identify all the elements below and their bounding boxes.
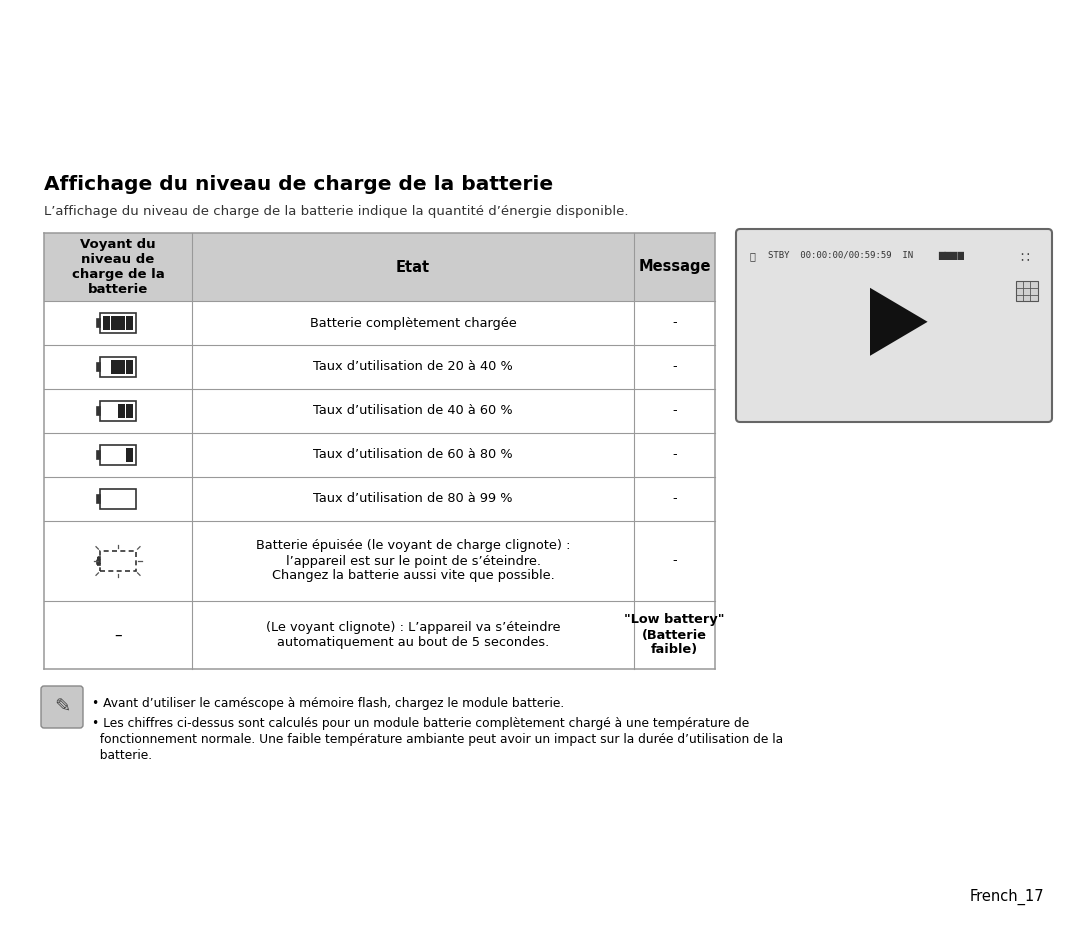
Bar	[100, 489, 136, 508]
Bar	[110, 315, 118, 330]
Text: STBY  00:00:00/00:59:59  IN: STBY 00:00:00/00:59:59 IN	[768, 251, 913, 260]
Bar	[103, 315, 110, 330]
Text: –: –	[114, 628, 122, 643]
Bar	[126, 315, 133, 330]
Text: Affichage du niveau de charge de la batterie: Affichage du niveau de charge de la batt…	[44, 175, 553, 194]
FancyBboxPatch shape	[735, 229, 1052, 422]
Bar	[119, 315, 125, 330]
Text: Batterie complètement chargée: Batterie complètement chargée	[310, 316, 516, 329]
Bar	[97, 494, 100, 503]
Bar	[97, 363, 100, 371]
Bar	[97, 407, 100, 415]
Text: • Avant d’utiliser le caméscope à mémoire flash, chargez le module batterie.: • Avant d’utiliser le caméscope à mémoir…	[92, 697, 564, 710]
Text: ✎: ✎	[54, 698, 70, 717]
Bar	[100, 401, 136, 421]
Text: -: -	[672, 360, 677, 373]
Text: Taux d’utilisation de 20 à 40 %: Taux d’utilisation de 20 à 40 %	[313, 360, 513, 373]
Bar	[100, 445, 136, 465]
Bar	[100, 357, 136, 377]
Bar	[100, 313, 136, 333]
Text: L’affichage du niveau de charge de la batterie indique la quantité d’énergie dis: L’affichage du niveau de charge de la ba…	[44, 205, 629, 218]
Text: ████: ████	[939, 251, 964, 260]
FancyBboxPatch shape	[41, 686, 83, 728]
Bar	[126, 448, 133, 463]
Bar	[97, 451, 100, 459]
Text: Message: Message	[638, 259, 711, 274]
Text: -: -	[672, 449, 677, 462]
Text: -: -	[672, 405, 677, 417]
Text: French_17: French_17	[970, 889, 1044, 905]
Text: Batterie épuisée (le voyant de charge clignote) :
l’appareil est sur le point de: Batterie épuisée (le voyant de charge cl…	[256, 539, 570, 582]
Polygon shape	[870, 287, 928, 355]
Text: -: -	[672, 554, 677, 567]
Text: (Le voyant clignote) : L’appareil va s’éteindre
automatiquement au bout de 5 sec: (Le voyant clignote) : L’appareil va s’é…	[266, 621, 561, 649]
Text: fonctionnement normale. Une faible température ambiante peut avoir un impact sur: fonctionnement normale. Une faible tempé…	[92, 733, 783, 746]
Text: 📷: 📷	[750, 251, 756, 261]
Text: Voyant du
niveau de
charge de la
batterie: Voyant du niveau de charge de la batteri…	[71, 238, 164, 296]
Text: batterie.: batterie.	[92, 749, 152, 762]
Text: Taux d’utilisation de 60 à 80 %: Taux d’utilisation de 60 à 80 %	[313, 449, 513, 462]
Bar	[119, 403, 125, 419]
Bar	[1016, 281, 1038, 301]
Bar	[44, 233, 715, 301]
Bar	[119, 359, 125, 374]
Text: "Low battery"
(Batterie
faible): "Low battery" (Batterie faible)	[624, 614, 725, 657]
Text: -: -	[672, 493, 677, 506]
Text: Taux d’utilisation de 80 à 99 %: Taux d’utilisation de 80 à 99 %	[313, 493, 513, 506]
Bar	[126, 359, 133, 374]
Text: -: -	[672, 316, 677, 329]
Bar	[97, 319, 100, 327]
Text: • Les chiffres ci-dessus sont calculés pour un module batterie complètement char: • Les chiffres ci-dessus sont calculés p…	[92, 717, 750, 730]
Text: Taux d’utilisation de 40 à 60 %: Taux d’utilisation de 40 à 60 %	[313, 405, 513, 417]
Bar	[97, 557, 100, 565]
Text: Etat: Etat	[396, 259, 430, 274]
Text: ∷: ∷	[1020, 251, 1029, 265]
Bar	[110, 359, 118, 374]
Bar	[100, 551, 136, 571]
Bar	[126, 403, 133, 419]
